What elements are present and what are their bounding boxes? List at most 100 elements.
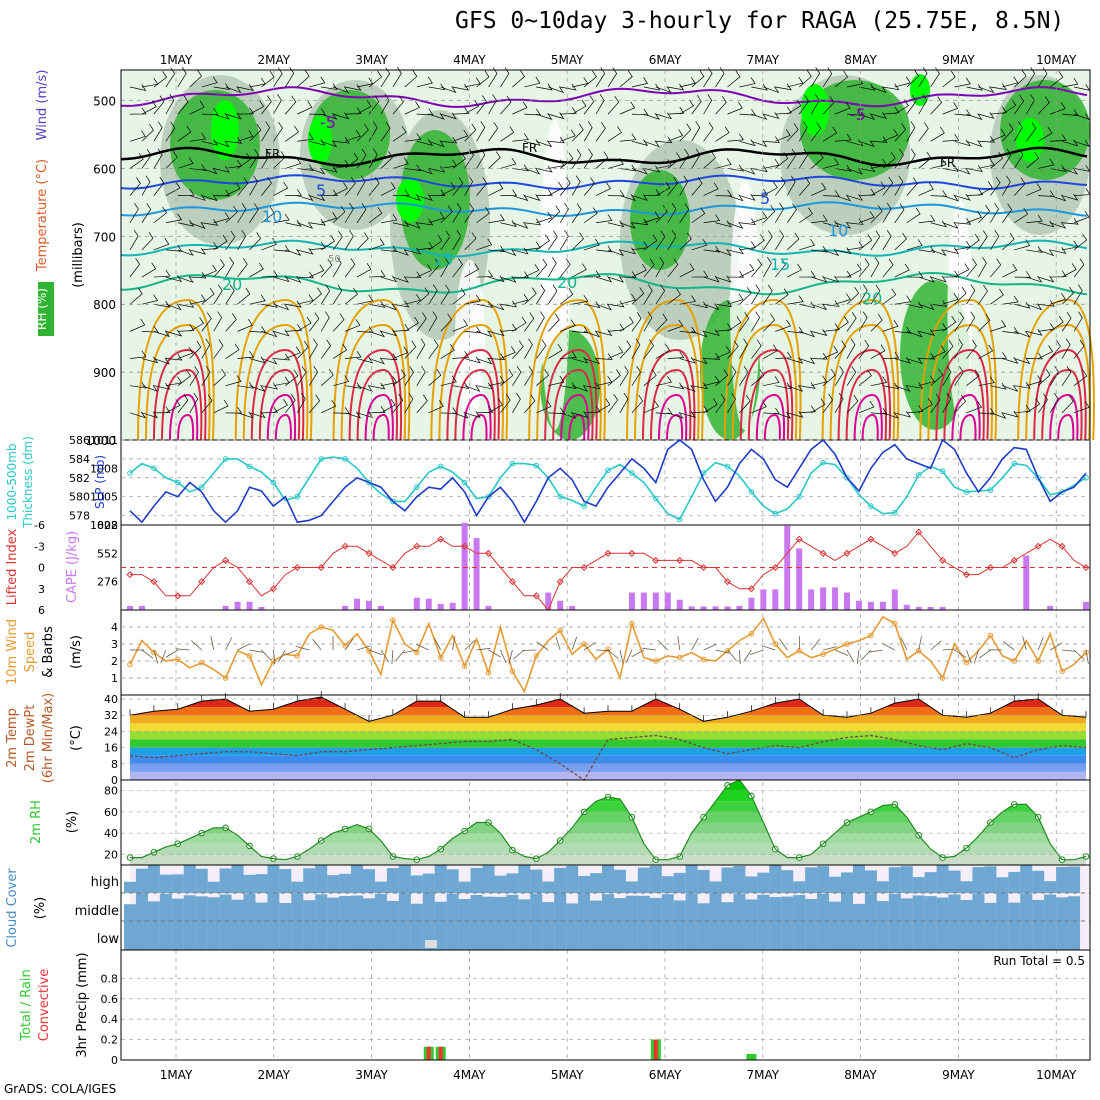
wind-barb xyxy=(918,246,936,253)
cape-tick: 552 xyxy=(97,547,118,560)
wind-barb xyxy=(428,140,445,148)
cloud-high xyxy=(960,881,973,893)
wind-barb xyxy=(177,157,194,169)
cloud-high xyxy=(673,872,686,893)
wind-barb xyxy=(858,284,868,305)
wind-barb xyxy=(1038,126,1053,142)
cloud-high xyxy=(781,870,794,893)
contour-label-minus5: -5 xyxy=(320,113,336,132)
wind-barb xyxy=(858,83,876,91)
thickness-line-marker xyxy=(222,456,229,462)
wind-speed-line-marker xyxy=(175,656,181,663)
wind-barb xyxy=(428,368,442,386)
pbl-contour xyxy=(430,298,509,441)
wind-barb xyxy=(488,353,506,361)
wind-barb xyxy=(906,382,924,389)
cloud-high xyxy=(769,865,782,893)
wind-speed-line-marker xyxy=(772,641,779,647)
wind-barb xyxy=(882,258,894,278)
pbl-contour xyxy=(234,298,313,441)
wind-barb xyxy=(834,101,851,115)
wind10-barb xyxy=(191,640,202,651)
wind-barb xyxy=(1026,183,1042,196)
wind-barb xyxy=(416,194,433,202)
wind-barb xyxy=(954,311,965,332)
wind-barb xyxy=(966,369,980,386)
wind-barb xyxy=(165,303,182,311)
wind10-barb xyxy=(846,649,855,663)
wind-barb xyxy=(440,136,458,144)
wind-barb xyxy=(141,203,152,223)
wind-barb xyxy=(141,384,158,392)
wind-barb xyxy=(775,411,792,419)
wind10-barb xyxy=(356,645,371,651)
wind-barb xyxy=(1073,339,1085,359)
wind-barb xyxy=(344,152,359,169)
wind-barb xyxy=(1061,263,1077,278)
wind-barb xyxy=(643,140,660,148)
wind-barb xyxy=(392,67,402,88)
wind-barb xyxy=(416,338,426,359)
wind-barb xyxy=(285,67,295,88)
wind-barb xyxy=(261,206,275,224)
wind10-barb xyxy=(522,649,537,651)
thickness-line-marker xyxy=(127,470,133,476)
cloud-high xyxy=(446,869,459,893)
wind-barb xyxy=(285,220,302,227)
date-label-top: 1MAY xyxy=(160,53,193,67)
pbl-contour xyxy=(161,368,203,441)
wind-barb xyxy=(332,343,348,359)
wind-barb xyxy=(392,275,409,283)
wind10-barb xyxy=(160,649,167,664)
thickness-line-marker xyxy=(437,463,444,470)
wind-barb xyxy=(798,177,811,196)
wind-barb xyxy=(500,95,512,115)
thickness-line-marker xyxy=(557,493,564,500)
wind-barb xyxy=(667,351,685,359)
ylabel-wind-speed: Speed xyxy=(23,632,38,673)
cloud-low xyxy=(434,921,447,950)
ylabel-precip-conv: Convective xyxy=(37,969,52,1042)
wind-barb xyxy=(870,205,883,223)
wind-speed-line-marker xyxy=(676,654,683,661)
cloud-low xyxy=(1068,921,1081,950)
wind-barb xyxy=(595,151,609,169)
cloud-middle xyxy=(578,893,591,921)
pbl-contour xyxy=(935,348,989,441)
precip-tick: 0.2 xyxy=(101,1034,119,1047)
ylabel-wind-barbs: & Barbs xyxy=(41,626,56,678)
wind-barb xyxy=(607,369,621,386)
wind-barb xyxy=(416,287,430,305)
wind10-barb xyxy=(1022,636,1027,651)
wind-barb xyxy=(822,345,839,359)
cloud-low xyxy=(745,921,758,950)
wind-barb xyxy=(309,194,326,202)
dry-column xyxy=(947,200,973,420)
wind-barb xyxy=(1073,284,1083,305)
cloud-low xyxy=(685,921,698,950)
cloud-middle xyxy=(1008,902,1021,921)
cloud-low xyxy=(793,921,806,950)
wind-barb xyxy=(404,101,420,115)
pbl-contour xyxy=(959,413,977,441)
cloud-high xyxy=(841,872,853,893)
cloud-middle xyxy=(542,902,555,921)
wind10-barb xyxy=(942,648,957,651)
cloud-low xyxy=(960,921,973,950)
cloud-middle xyxy=(159,893,172,921)
wind-barb xyxy=(631,194,649,201)
wind-barb xyxy=(882,176,894,196)
wind10-barb xyxy=(261,649,272,661)
wind-barb xyxy=(799,301,816,309)
cloud-high xyxy=(793,881,806,893)
wind-barb xyxy=(643,369,657,386)
wind-speed-line-marker xyxy=(509,668,516,675)
wind-barb xyxy=(356,175,366,196)
pbl-contour xyxy=(763,413,781,441)
cloud-middle xyxy=(243,893,256,921)
wind-barb xyxy=(906,270,924,278)
cloud-middle xyxy=(351,895,364,921)
pbl-contour xyxy=(372,413,390,441)
wind-barb xyxy=(440,407,458,414)
